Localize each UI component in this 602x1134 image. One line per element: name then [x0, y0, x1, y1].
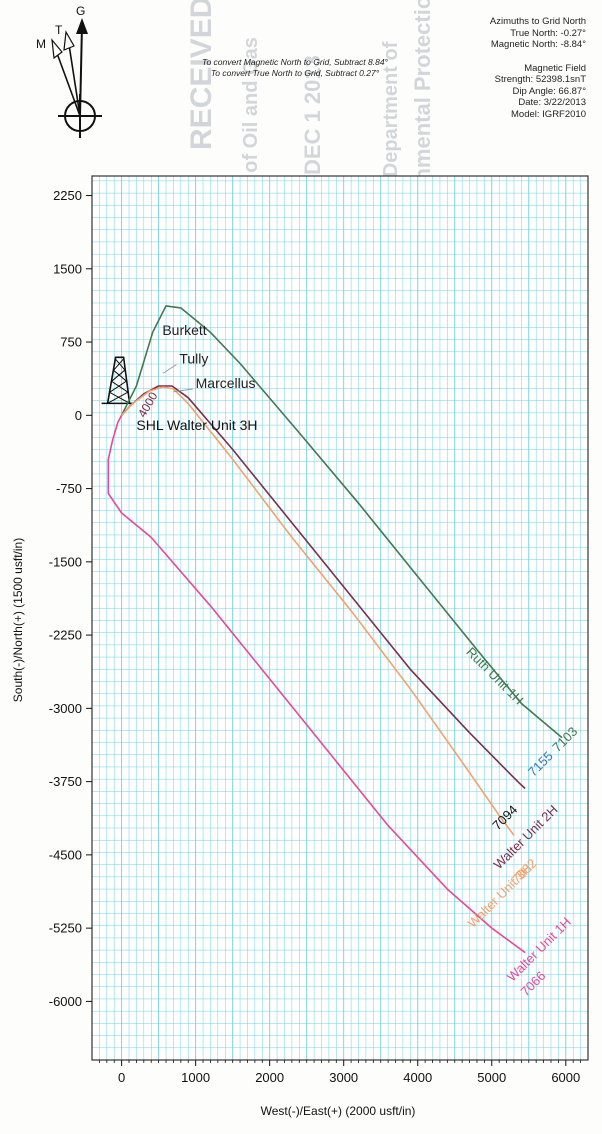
x-tick-label: 3000	[329, 1070, 358, 1085]
y-tick-label: -4500	[49, 847, 82, 862]
compass-magnetic-label: M	[36, 37, 46, 51]
conversion-note-magnetic: To convert Magnetic North to Grid, Subtr…	[202, 57, 388, 67]
series-line-2	[121, 386, 515, 836]
plot-area	[92, 176, 588, 1060]
y-tick-label: 0	[75, 408, 82, 423]
y-tick-label: 1500	[53, 261, 82, 276]
conversion-note-true: To convert True North to Grid, Subtract …	[210, 68, 380, 78]
north-arrow-compass-icon: G T M	[36, 4, 102, 138]
azimuth-title: Azimuths to Grid North	[489, 16, 586, 27]
formation-label: Burkett	[162, 322, 206, 338]
tick-labels: 0 1000 2000 3000 4000 5000 6000 2250 1500 750 0 -75…	[49, 188, 581, 1085]
x-tick-label: 4000	[403, 1070, 432, 1085]
conversion-notes: To convert Magnetic North to Grid, Subtr…	[150, 57, 440, 79]
series-line-1	[121, 385, 526, 790]
formation-label: Marcellus	[196, 375, 256, 391]
y-tick-label: -3750	[49, 774, 82, 789]
y-tick-label: -2250	[49, 628, 82, 643]
y-axis-label: South(-)/North(+) (1500 usft/in)	[11, 538, 25, 702]
magnetic-north-value: Magnetic North: -8.84°	[490, 39, 586, 50]
formation-label: Tully	[179, 351, 208, 367]
compass-grid-label: G	[76, 4, 85, 18]
x-tick-label: 6000	[551, 1070, 580, 1085]
field-model: Model: IGRF2010	[511, 108, 586, 120]
compass-true-label: T	[55, 23, 63, 37]
y-tick-label: -5250	[49, 921, 82, 936]
series-line-0	[120, 305, 563, 739]
field-strength: Strength: 52398.1snT	[494, 74, 586, 85]
x-tick-label: 5000	[477, 1070, 506, 1085]
magnetic-field-title: Magnetic Field	[524, 62, 586, 74]
surface-location-label: SHL Walter Unit 3H	[136, 417, 257, 433]
survey-date: Date: 3/22/2013	[518, 97, 586, 108]
x-tick-label: 1000	[181, 1070, 210, 1085]
series	[101, 305, 563, 954]
y-tick-label: -750	[56, 481, 82, 496]
y-tick-label: 2250	[53, 188, 82, 203]
grid	[91, 175, 589, 1061]
true-north-value: True North: -0.27°	[510, 27, 586, 39]
plot-frame	[91, 175, 589, 1061]
x-tick-label: 2000	[255, 1070, 284, 1085]
x-tick-label: 0	[118, 1070, 125, 1085]
y-tick-label: 750	[60, 335, 82, 350]
field-info-box: Azimuths to Grid North True North: -0.27…	[386, 16, 586, 120]
formation-leader	[173, 388, 193, 393]
well-trajectory-chart: 0 1000 2000 3000 4000 5000 6000 2250 1500 750 0 -75…	[11, 175, 589, 1118]
series-line-3	[107, 414, 526, 954]
y-tick-label: -1500	[49, 554, 82, 569]
y-tick-label: -3000	[49, 701, 82, 716]
y-tick-label: -6000	[49, 994, 82, 1009]
x-axis-label: West(-)/East(+) (2000 usft/in)	[261, 1104, 416, 1118]
formation-leader	[162, 364, 177, 374]
dip-angle: Dip Angle: 66.87°	[512, 85, 586, 97]
